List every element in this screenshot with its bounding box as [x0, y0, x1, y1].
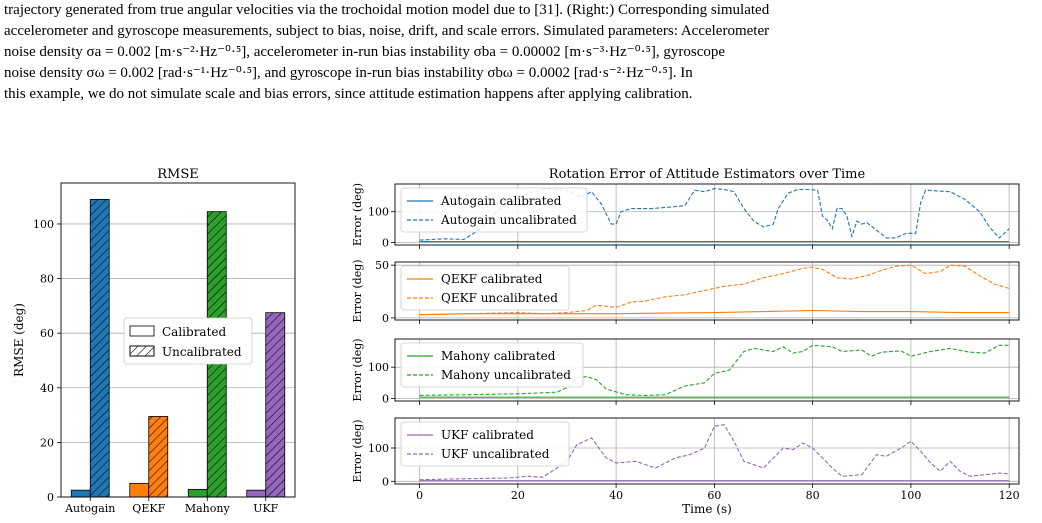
legend-swatch	[129, 325, 155, 337]
x-tick-label: 40	[609, 489, 623, 502]
y-tick-label: 100	[368, 442, 389, 455]
y-tick-label: 0	[382, 475, 389, 488]
bar-hatch	[265, 312, 285, 497]
legend-box	[400, 421, 570, 467]
line-panel-3: 0 100 Error (deg) Mahony calibrated Mahony u…	[351, 338, 1020, 405]
caption-line: this example, we do not simulate scale a…	[4, 86, 693, 102]
x-tick-label: QEKF	[132, 502, 165, 515]
legend-label: UKF calibrated	[441, 428, 534, 442]
legend-label: QEKF uncalibrated	[441, 291, 558, 305]
legend-swatch-hatch	[129, 345, 155, 357]
legend-label: Uncalibrated	[162, 345, 242, 359]
x-tick-label: 20	[511, 489, 525, 502]
line-panel-4: 0 100 Error (deg) UKF calibrated UKF uncalib…	[351, 417, 1020, 502]
chart-title: Rotation Error of Attitude Estimators ov…	[549, 167, 866, 182]
y-tick-label: 0	[382, 312, 389, 325]
legend-box	[400, 342, 584, 388]
caption-line: trajectory generated from true angular v…	[4, 2, 770, 18]
y-tick-label: 100	[368, 361, 389, 374]
legend-label: Mahony calibrated	[441, 349, 556, 363]
y-axis-label: Error (deg)	[351, 338, 364, 401]
x-tick-label: 120	[999, 489, 1020, 502]
legend-box	[400, 265, 570, 311]
bar-hatch	[148, 416, 168, 497]
bar-hatch	[90, 199, 110, 497]
plot-frame	[394, 338, 1020, 402]
caption-line: noise density σa = 0.002 [m·s⁻²·Hz⁻⁰·⁵],…	[4, 44, 726, 60]
y-tick-label: 100	[33, 218, 54, 231]
figure-caption: trajectory generated from true angular v…	[4, 0, 1038, 105]
y-tick-label: 80	[40, 273, 54, 286]
x-tick-label: UKF	[253, 502, 278, 515]
x-axis-label: Time (s)	[682, 502, 732, 516]
legend-label: UKF uncalibrated	[441, 447, 550, 461]
line-panel-1: 0 100 Error (deg) Autogain calibrated Autoga…	[351, 183, 1020, 250]
y-tick-label: 20	[40, 436, 54, 449]
x-tick-label: Autogain	[64, 502, 115, 515]
rotation-error-line-chart: Rotation Error of Attitude Estimators ov…	[351, 167, 1020, 516]
y-axis-label: Error (deg)	[351, 183, 364, 246]
x-tick-label: 0	[416, 489, 423, 502]
bar-calibrated	[246, 489, 267, 498]
series-line-uncalibrated	[419, 264, 1010, 316]
y-tick-label: 0	[382, 237, 389, 250]
y-tick-label: 50	[375, 259, 389, 272]
legend-label: Autogain uncalibrated	[440, 213, 577, 227]
legend-box	[400, 187, 588, 233]
x-tick-label: 100	[900, 489, 921, 502]
y-tick-label: 0	[47, 491, 54, 504]
legend-label: Mahony uncalibrated	[441, 368, 571, 382]
plot-frame	[394, 417, 1020, 485]
line-panel-2: 0 50 Error (deg) QEKF calibrated QEKF uncali…	[351, 259, 1020, 325]
y-axis-label: RMSE (deg)	[12, 303, 26, 377]
y-tick-label: 0	[382, 392, 389, 405]
plot-frame	[60, 182, 296, 498]
plot-frame	[394, 261, 1020, 321]
y-axis-label: Error (deg)	[351, 259, 364, 322]
rmse-bar-chart: RMSE 0 20 40 60 80 100 Autogain QEKF Mahony UKF RMS…	[12, 167, 296, 515]
x-tick-label: 80	[806, 489, 820, 502]
series-line-calibrated	[419, 309, 1010, 316]
legend-box	[123, 317, 253, 365]
series-line-uncalibrated	[419, 424, 1010, 481]
plot-frame	[394, 183, 1020, 246]
legend-label: Calibrated	[162, 325, 227, 339]
legend-label: QEKF calibrated	[441, 272, 543, 286]
chart-title: RMSE	[157, 167, 199, 182]
x-tick-label: Mahony	[185, 502, 231, 515]
bar-calibrated	[129, 482, 150, 498]
caption-line: noise density σω = 0.002 [rad·s⁻¹·Hz⁻⁰·⁵…	[4, 65, 693, 81]
y-tick-label: 60	[40, 327, 54, 340]
bar-calibrated	[187, 488, 208, 498]
y-tick-label: 40	[40, 382, 54, 395]
y-tick-label: 100	[368, 206, 389, 219]
bar-calibrated	[70, 489, 91, 498]
x-tick-label: 60	[707, 489, 721, 502]
legend-label: Autogain calibrated	[440, 194, 562, 208]
y-axis-label: Error (deg)	[351, 419, 364, 482]
caption-line: accelerometer and gyroscope measurements…	[4, 23, 770, 39]
series-line-uncalibrated	[419, 344, 1010, 396]
